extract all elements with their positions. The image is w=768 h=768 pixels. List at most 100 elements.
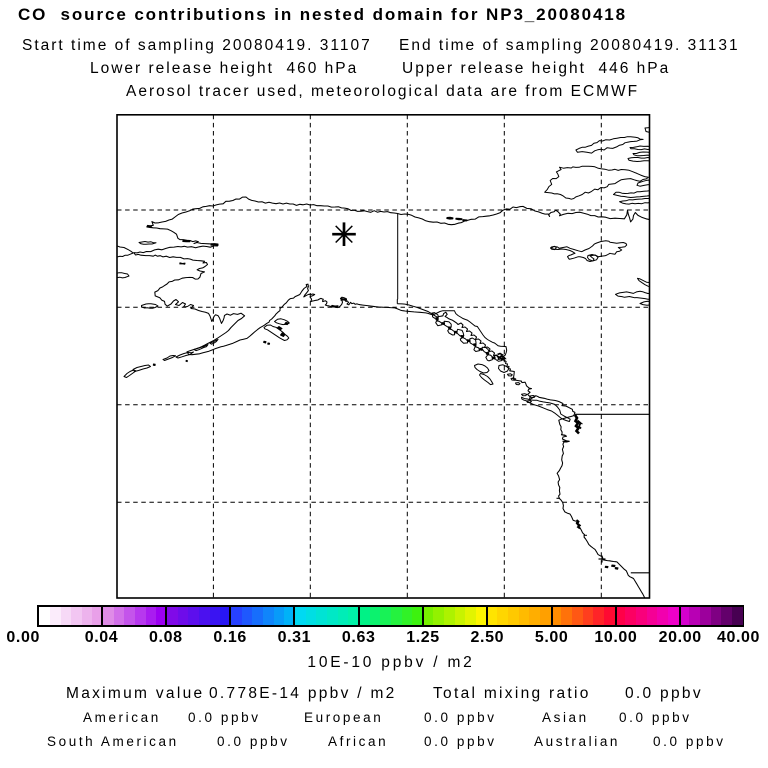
colorbar-cell <box>220 607 231 625</box>
colorbar-cell <box>486 607 498 625</box>
total-mixing-ratio-label: Total mixing ratio <box>433 685 591 702</box>
colorbar-cell <box>92 607 104 625</box>
colorbar-divider <box>614 605 617 627</box>
colorbar-cell <box>316 607 327 625</box>
coastline-island <box>455 328 465 337</box>
colorbar <box>37 605 745 627</box>
coastline-island <box>481 346 490 354</box>
puget-cross <box>579 421 583 425</box>
colorbar-cell <box>294 607 306 625</box>
lower-release-text: Lower release height 460 hPa <box>90 60 359 77</box>
colorbar-cell <box>273 607 285 625</box>
coastline-island <box>629 145 650 151</box>
coastline-island <box>466 339 471 343</box>
colorbar-cell <box>710 607 722 625</box>
colorbar-cell <box>646 607 658 625</box>
colorbar-divider <box>550 605 553 627</box>
contribution-label: European <box>304 710 384 725</box>
colorbar-unit-label: 10E-10 ppbv / m2 <box>307 654 475 671</box>
colorbar-cell <box>71 607 82 625</box>
coastline-island <box>632 151 650 157</box>
total-mixing-ratio-value: 0.0 ppbv <box>625 685 703 702</box>
colorbar-tick-label: 0.08 <box>149 629 183 646</box>
colorbar-cell <box>699 607 711 625</box>
colorbar-cell <box>433 607 445 625</box>
coastline-island <box>162 355 176 361</box>
colorbar-cell <box>199 607 210 625</box>
colorbar-divider <box>486 605 489 627</box>
colorbar-cell <box>348 607 359 625</box>
start-time-text: Start time of sampling 20080419. 31107 <box>22 37 372 54</box>
coastline-island <box>614 567 619 570</box>
maximum-value-label: Maximum value <box>66 685 205 702</box>
colorbar-tick-label: 0.63 <box>341 629 376 646</box>
colorbar-cell <box>284 607 295 625</box>
colorbar-cell <box>241 607 253 625</box>
coastline-island <box>485 352 490 356</box>
colorbar-cell <box>625 607 636 625</box>
coastline-island <box>447 328 456 336</box>
colorbar-tick-label: 20.00 <box>658 629 702 646</box>
coastline-island <box>141 303 159 309</box>
release-point-marker <box>332 222 356 246</box>
colorbar-cell <box>422 607 434 625</box>
colorbar-cell <box>305 607 317 625</box>
coastline-island <box>263 340 267 344</box>
coastline-island <box>639 300 650 306</box>
coastline-island <box>431 312 439 319</box>
colorbar-cell <box>497 607 509 625</box>
colorbar-cell <box>231 607 242 625</box>
coastline-island <box>267 342 271 345</box>
coastline-island <box>340 298 347 302</box>
colorbar-cell <box>156 607 168 625</box>
map-frame <box>116 114 651 599</box>
coastline-island <box>510 377 517 381</box>
coastline-island <box>454 330 458 334</box>
coastline-island <box>185 359 188 363</box>
colorbar-cell <box>135 607 146 625</box>
colorbar-cell <box>412 607 423 625</box>
maximum-value: 0.778E-14 ppbv / m2 <box>209 685 397 702</box>
coastline-island <box>455 217 463 221</box>
coastline-island <box>515 382 521 386</box>
colorbar-cell <box>326 607 338 625</box>
colorbar-cell <box>721 607 732 625</box>
colorbar-cell <box>689 607 700 625</box>
colorbar-cell <box>667 607 679 625</box>
coastline-island <box>479 373 494 386</box>
coastline-island <box>117 245 134 258</box>
coastline-island <box>276 326 283 331</box>
puget-sound <box>573 414 581 435</box>
colorbar-cell <box>572 607 583 625</box>
plot-title: CO source contributions in nested domain… <box>18 5 628 24</box>
colorbar-cell <box>561 607 572 625</box>
coastline-island <box>274 318 290 326</box>
colorbar-tick-label: 1.25 <box>406 629 440 646</box>
colorbar-cell <box>262 607 274 625</box>
coastline-island <box>485 354 493 362</box>
colorbar-tick-label: 0.00 <box>6 629 40 646</box>
coastline-island <box>636 179 650 187</box>
coastline-island <box>435 317 439 321</box>
colorbar-cell <box>49 607 61 625</box>
coastline-island <box>521 396 571 422</box>
coastline-island <box>331 304 339 309</box>
contribution-label: American <box>83 710 161 725</box>
coastline-island <box>182 239 191 243</box>
coastline-mainland <box>133 196 650 599</box>
colorbar-cell <box>81 607 93 625</box>
contribution-label: Asian <box>542 710 589 725</box>
coastline-island <box>446 216 454 220</box>
colorbar-cell <box>380 607 391 625</box>
coastline-island <box>615 290 650 300</box>
coastline-island <box>209 338 219 345</box>
coastline-island <box>435 320 443 327</box>
coastline-island <box>473 343 477 347</box>
colorbar-cell <box>444 607 455 625</box>
coastline-island <box>284 321 289 326</box>
colorbar-cell <box>603 607 615 625</box>
coastline-island <box>521 393 528 397</box>
colorbar-divider <box>293 605 296 627</box>
colorbar-cell <box>454 607 466 625</box>
coastline-island <box>469 337 477 345</box>
